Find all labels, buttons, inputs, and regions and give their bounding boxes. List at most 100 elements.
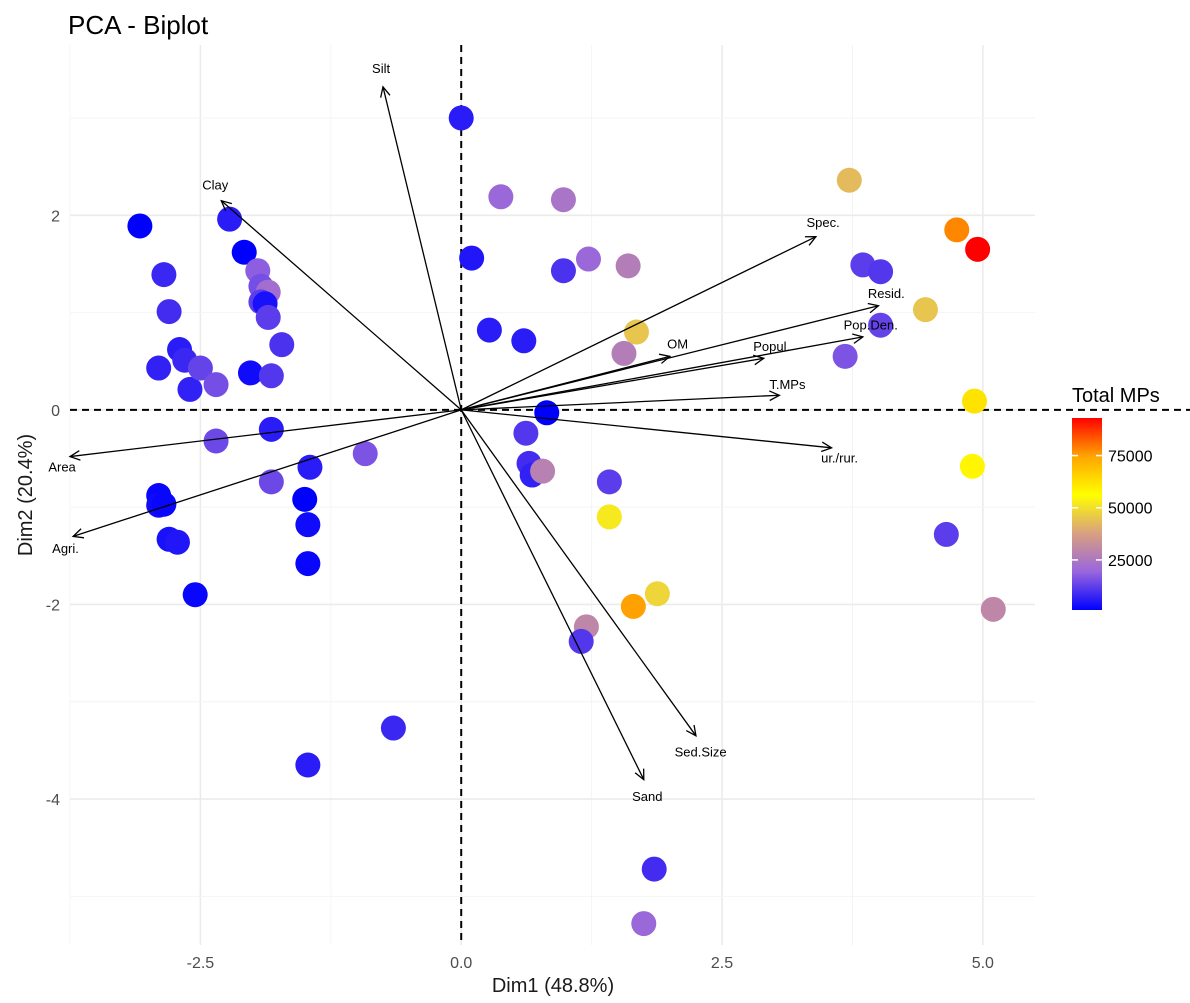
data-point [203, 372, 229, 398]
data-point [177, 376, 203, 402]
variable-arrow-agri [72, 409, 462, 537]
variable-arrow-om [461, 355, 671, 411]
data-point [459, 245, 485, 271]
legend-tick-label: 75000 [1108, 449, 1153, 466]
arrow-head [634, 768, 645, 781]
data-point [550, 187, 576, 213]
data-point [448, 105, 474, 131]
arrow-head [685, 724, 697, 738]
variable-arrow-sand [460, 409, 645, 780]
arrow-head [753, 354, 766, 366]
variable-label: Silt [372, 61, 390, 76]
data-point [575, 246, 601, 272]
data-point [868, 312, 894, 338]
data-point [944, 217, 970, 243]
variable-label: ur./rur. [821, 451, 858, 466]
data-point [258, 469, 284, 495]
data-point [203, 428, 229, 454]
data-point [295, 752, 321, 778]
variable-arrow-pop-den [461, 336, 863, 411]
variable-label: Spec. [806, 215, 839, 230]
data-point [912, 297, 938, 323]
data-point [380, 715, 406, 741]
data-point [980, 596, 1006, 622]
data-point [156, 299, 182, 325]
variable-label: T.MPs [769, 377, 806, 392]
x-axis-title: Dim1 (48.8%) [492, 975, 614, 997]
data-point [488, 184, 514, 210]
variable-label: Pop.Den. [844, 317, 898, 332]
data-point [596, 504, 622, 530]
data-point [258, 363, 284, 389]
arrow-head [852, 333, 865, 344]
data-point [217, 206, 243, 232]
arrow-head [220, 199, 233, 212]
variable-arrow-silt [382, 86, 462, 411]
data-point [631, 911, 657, 937]
data-point [623, 319, 649, 345]
legend-tick-label: 25000 [1108, 553, 1153, 570]
data-point [620, 593, 646, 619]
arrow-head [769, 390, 781, 402]
data-point [832, 343, 858, 369]
data-point [269, 332, 295, 358]
legend-tick-label: 50000 [1108, 501, 1153, 518]
variable-arrow-area [69, 409, 462, 458]
variable-label: Area [48, 460, 76, 475]
data-point [258, 416, 284, 442]
data-point [513, 420, 539, 446]
points [127, 105, 1006, 937]
variable-arrow-popul [461, 357, 764, 411]
y-tick-label: -2 [46, 597, 60, 614]
variable-label: Clay [202, 177, 229, 192]
arrow-head [380, 85, 391, 98]
y-tick-label: -4 [46, 792, 60, 809]
variable-label: OM [667, 336, 688, 351]
data-point [164, 529, 190, 555]
arrow-head [867, 302, 880, 314]
color-legend: Total MPs 25000 50000 75000 [1072, 385, 1160, 610]
data-point [611, 340, 637, 366]
variable-arrow-t-mps [461, 394, 780, 411]
variable-label: Sed.Size [675, 744, 727, 759]
x-tick-label: 0.0 [450, 955, 472, 972]
variable-arrow-spec [460, 236, 817, 411]
reference-lines [70, 45, 1190, 945]
x-tick-label: -2.5 [187, 955, 215, 972]
data-point [231, 239, 257, 265]
data-point [255, 304, 281, 330]
data-point [933, 521, 959, 547]
data-point [295, 551, 321, 577]
data-point [530, 458, 556, 484]
tick-labels: -2.5 0.0 2.5 5.0 2 0 -2 -4 [46, 208, 994, 972]
data-point [151, 262, 177, 288]
y-axis-title: Dim2 (20.4%) [15, 434, 37, 556]
data-point [961, 388, 987, 414]
variable-arrow-clay [220, 200, 462, 411]
legend-ticks: 25000 50000 75000 [1072, 449, 1153, 570]
data-point [868, 259, 894, 285]
data-point [187, 355, 213, 381]
arrow-head [71, 528, 85, 539]
data-point [641, 856, 667, 882]
data-point [292, 486, 318, 512]
data-point [151, 491, 177, 517]
data-point [550, 258, 576, 284]
data-point [959, 453, 985, 479]
data-point [295, 512, 321, 538]
x-tick-label: 2.5 [711, 955, 733, 972]
variable-arrow-sed-size [460, 409, 697, 737]
variable-label: Agri. [52, 541, 79, 556]
data-point [182, 582, 208, 608]
legend-colorbar [1072, 418, 1102, 610]
data-point [596, 469, 622, 495]
y-tick-label: 2 [51, 208, 60, 225]
data-point [476, 317, 502, 343]
variable-arrow-ur-rur [461, 409, 832, 449]
data-point [568, 628, 594, 654]
data-point [965, 236, 991, 262]
y-tick-label: 0 [51, 403, 60, 420]
legend-title: Total MPs [1072, 385, 1160, 407]
